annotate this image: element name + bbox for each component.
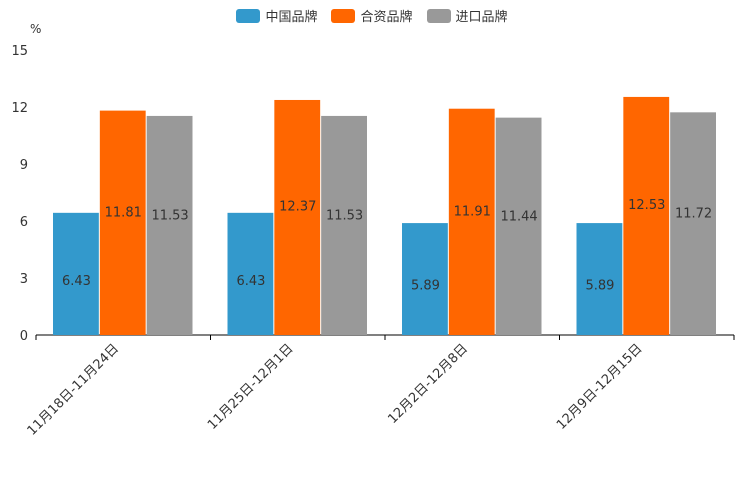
legend-swatch-import [426,8,451,23]
legend-label-import: 进口品牌 [455,10,508,25]
data-label: 11.91 [454,205,491,220]
x-tick-label: 11月18日-11月24日 [25,341,122,438]
legend-swatch-joint [331,8,356,23]
legend-item-china[interactable]: 中国品牌 [236,6,317,25]
data-label: 6.43 [62,274,91,289]
data-label: 12.53 [628,198,665,213]
y-tick-label: 0 [20,329,28,344]
bar [495,117,542,335]
legend: 中国品牌 合资品牌 进口品牌 [0,6,744,25]
data-label: 11.81 [105,206,142,221]
y-tick-label: 12 [11,101,28,116]
bar [670,112,716,335]
legend-label-joint: 合资品牌 [360,10,413,25]
data-label: 6.43 [236,274,265,289]
data-label: 11.53 [326,209,363,224]
data-label: 5.89 [585,279,614,294]
x-tick-label: 12月9日-12月15日 [554,341,646,433]
y-tick-label: 9 [20,158,28,173]
bar [623,96,670,336]
legend-item-joint[interactable]: 合资品牌 [331,6,413,25]
y-tick-label: 6 [20,215,28,230]
bar [99,110,146,335]
data-label: 11.44 [500,209,537,224]
bar [402,223,448,335]
bar [576,223,623,335]
x-tick-label: 12月2日-12月8日 [385,341,471,427]
legend-item-import[interactable]: 进口品牌 [426,6,508,25]
bar [448,108,495,336]
bar [227,212,274,335]
data-label: 11.53 [151,209,188,224]
y-tick-label: 3 [20,272,28,287]
legend-swatch-china [236,8,261,23]
bar [321,115,367,336]
data-label: 11.72 [675,207,712,222]
legend-label-china: 中国品牌 [265,10,318,25]
y-axis-unit-label: % [30,22,41,36]
y-tick-label: 15 [11,44,28,59]
data-label: 5.89 [411,279,440,294]
bar [53,212,99,335]
data-label: 12.37 [279,200,316,215]
x-tick-label: 11月25日-12月1日 [205,341,297,433]
bar [146,115,193,336]
bar [274,99,321,335]
